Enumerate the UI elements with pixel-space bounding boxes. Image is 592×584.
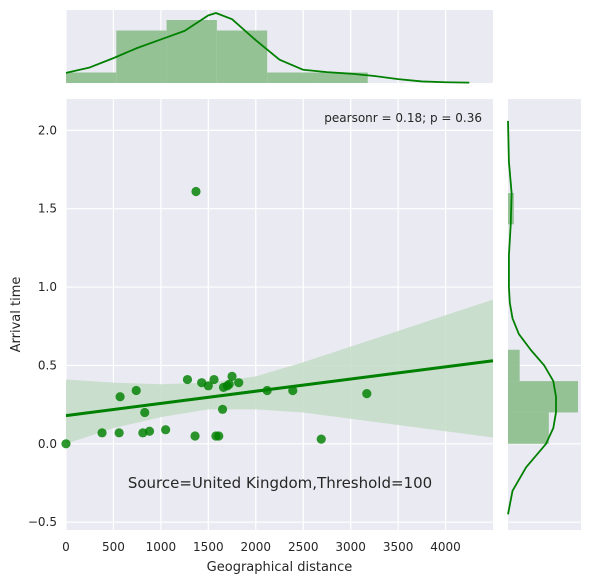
scatter-point: [203, 381, 213, 391]
x-tick-label: 3500: [383, 540, 414, 554]
main-axes: pearsonr = 0.18; p = 0.36 Source=United …: [61, 99, 494, 530]
scatter-point: [131, 385, 141, 396]
y-tick-label: 0.5: [38, 358, 57, 372]
scatter-points: [61, 186, 372, 449]
scatter-point: [209, 374, 219, 385]
regression-line: [65, 359, 494, 418]
scatter-point: [161, 425, 171, 435]
scatter-point: [190, 431, 200, 441]
top-histogram-bar: [66, 72, 117, 83]
scatter-point: [115, 392, 125, 402]
scatter-point: [97, 428, 107, 438]
scatter-point: [316, 434, 326, 444]
pearsonr-stat: pearsonr = 0.18; p = 0.36: [324, 111, 482, 125]
x-tick-label: 500: [102, 540, 125, 554]
scatter-point: [214, 431, 224, 441]
y-tick-label: 2.0: [38, 123, 57, 137]
y-axis-label: Arrival time: [9, 277, 24, 353]
x-tick-label: 4000: [430, 540, 461, 554]
main-plot-background: [66, 99, 493, 530]
right-marginal-background: [508, 99, 581, 530]
x-tick-label: 0: [62, 540, 70, 554]
x-tick-label: 2500: [288, 540, 319, 554]
x-tick-label: 3000: [335, 540, 366, 554]
y-tick-label: −0.5: [28, 515, 57, 529]
y-tick-label: 1.0: [38, 280, 57, 294]
x-tick-label: 1000: [146, 540, 177, 554]
scatter-point: [234, 378, 244, 388]
top-marginal-histogram: [66, 20, 368, 83]
right-histogram-bar: [508, 381, 578, 413]
top-histogram-bar: [317, 72, 368, 83]
top-histogram-bar: [216, 30, 268, 83]
right-histogram-bar: [508, 412, 549, 444]
right-kde-curve: [507, 120, 557, 515]
top-histogram-bar: [116, 30, 167, 83]
y-tick-labels: −0.5 0.0 0.5 1.0 1.5 2.0: [28, 123, 57, 529]
scatter-point: [61, 439, 71, 449]
x-tick-labels: 0 500 1000 1500 2000 2500 3000 3500 4000: [62, 540, 461, 554]
confidence-band: [66, 299, 493, 444]
top-marginal-kde: [65, 12, 470, 84]
scatter-point: [217, 404, 228, 414]
top-kde-curve: [65, 12, 470, 84]
scatter-point: [224, 379, 234, 389]
top-marginal-axes: [65, 10, 493, 84]
confidence-band-area: [66, 299, 493, 444]
y-tick-label: 1.5: [38, 202, 57, 216]
regression-line-path: [65, 359, 494, 418]
top-histogram-bar: [267, 72, 318, 83]
y-tick-label: 0.0: [38, 437, 57, 451]
top-histogram-bar: [166, 20, 217, 83]
scatter-point: [144, 426, 155, 436]
scatter-point: [114, 428, 124, 438]
right-marginal-kde: [507, 120, 557, 515]
scatter-point: [362, 389, 372, 399]
scatter-point: [182, 374, 193, 385]
x-tick-label: 2000: [241, 540, 272, 554]
scatter-point: [191, 186, 201, 197]
scatter-point: [140, 407, 150, 418]
right-marginal-axes: [507, 99, 581, 530]
source-annotation: Source=United Kingdom,Threshold=100: [128, 474, 432, 492]
scatter-point: [227, 371, 237, 382]
x-tick-label: 1500: [193, 540, 224, 554]
right-histogram-bar: [508, 349, 520, 382]
x-axis-label: Geographical distance: [207, 560, 353, 575]
main-grid: [65, 99, 493, 530]
